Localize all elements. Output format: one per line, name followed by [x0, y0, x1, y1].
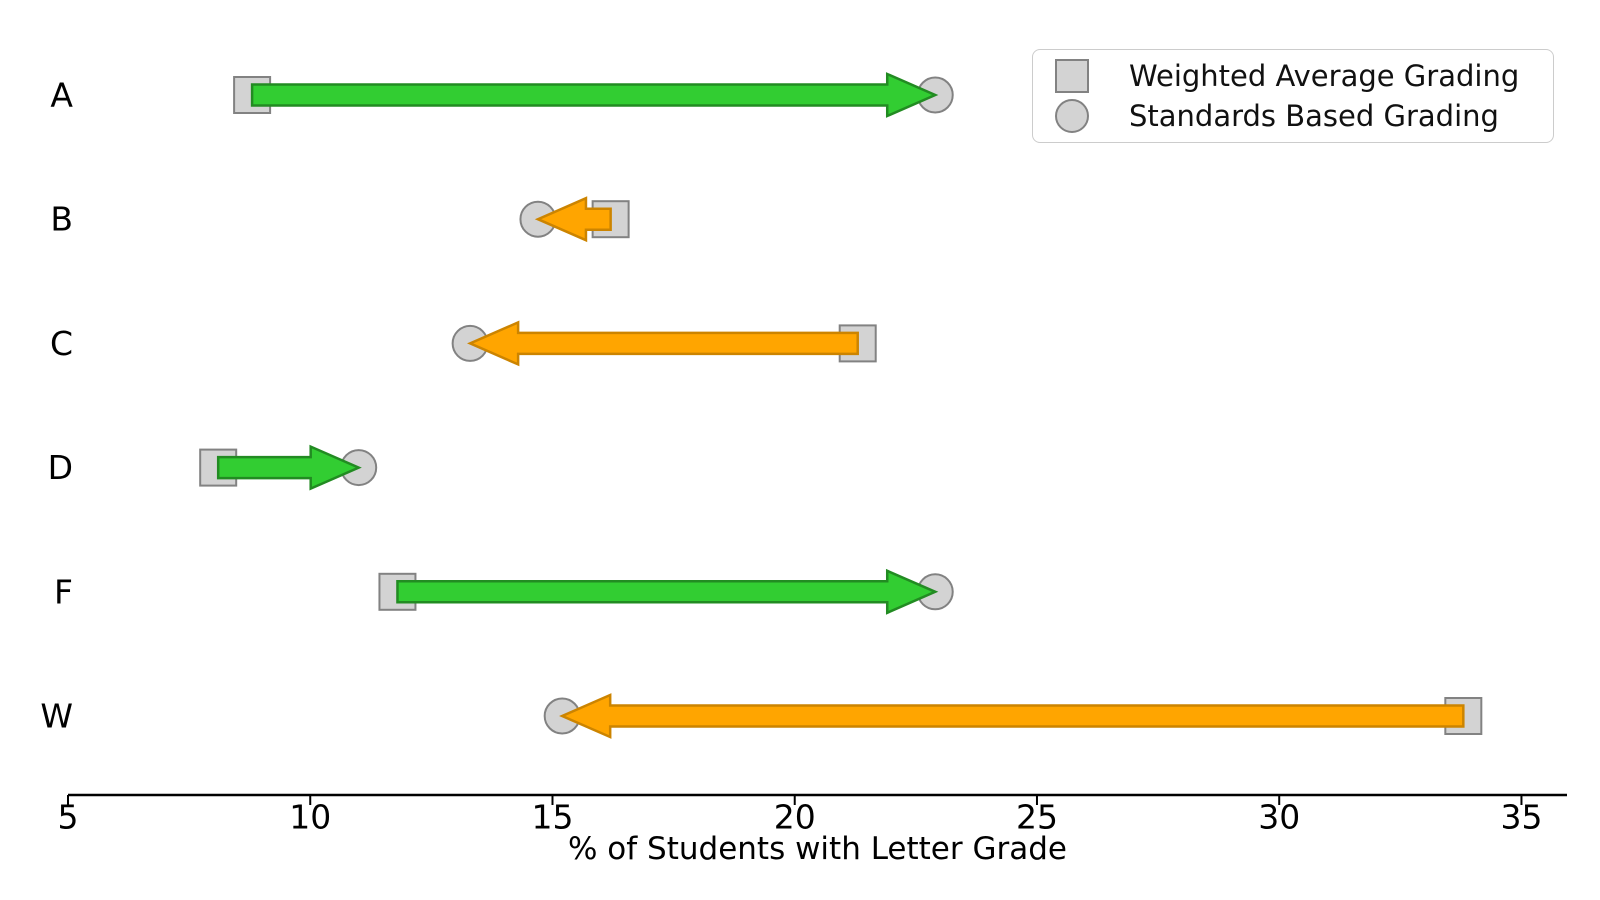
increase-arrow: [216, 444, 362, 491]
decrease-arrow: [534, 196, 612, 243]
increase-arrow: [250, 72, 939, 118]
y-category-label: F: [54, 572, 73, 611]
y-category-label: D: [48, 448, 73, 487]
decrease-arrow: [467, 320, 859, 367]
legend-item-weighted-average: Weighted Average Grading: [1055, 56, 1533, 96]
y-category-label: W: [40, 697, 73, 736]
x-tick-label: 20: [774, 798, 816, 837]
x-tick-label: 30: [1258, 798, 1300, 837]
legend-label-weighted-average: Weighted Average Grading: [1129, 59, 1520, 93]
y-category-label: A: [50, 76, 73, 115]
x-tick-label: 15: [531, 798, 573, 837]
x-axis-label: % of Students with Letter Grade: [568, 831, 1067, 867]
square-marker-icon: [1055, 59, 1089, 93]
y-category-label: C: [50, 324, 73, 363]
x-tick-label: 10: [289, 798, 331, 837]
increase-arrow: [396, 568, 939, 615]
legend-item-standards-based: Standards Based Grading: [1055, 96, 1533, 136]
y-category-label: B: [50, 200, 73, 239]
legend: Weighted Average Grading Standards Based…: [1032, 49, 1554, 143]
square-marker: [591, 200, 630, 239]
legend-label-standards-based: Standards Based Grading: [1129, 99, 1499, 133]
circle-marker-icon: [1055, 99, 1089, 133]
decrease-arrow: [559, 693, 1465, 739]
x-tick-label: 25: [1016, 798, 1058, 837]
x-tick-label: 5: [58, 798, 79, 837]
x-tick-label: 35: [1500, 798, 1542, 837]
